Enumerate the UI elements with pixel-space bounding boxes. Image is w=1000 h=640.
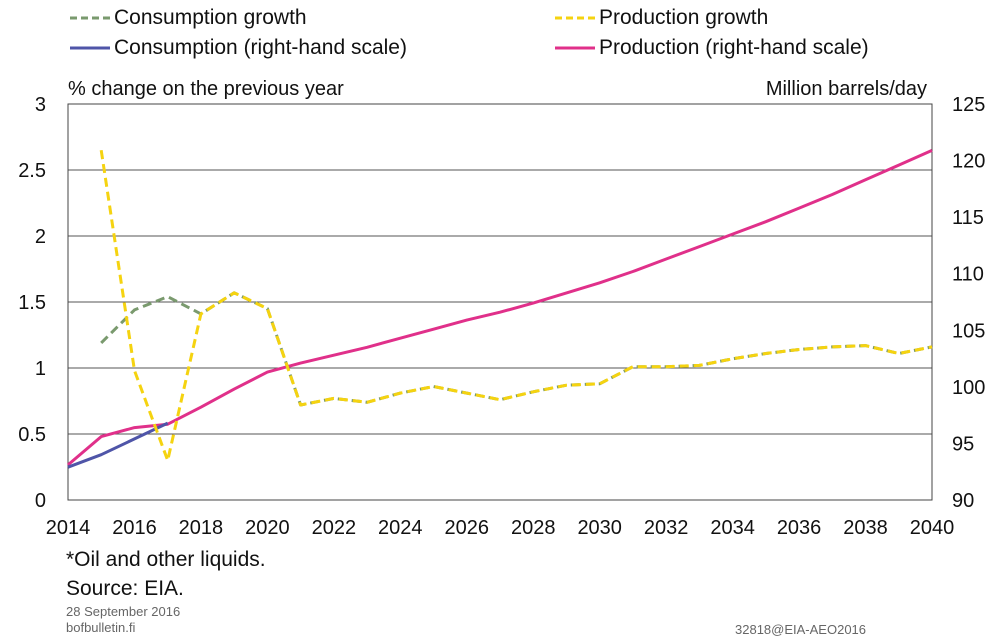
right-axis-tick-label: 115 <box>952 207 984 229</box>
footnote: *Oil and other liquids. <box>66 548 266 571</box>
legend-label: Consumption (right-hand scale) <box>114 36 407 59</box>
source-note: Source: EIA. <box>66 577 184 600</box>
x-axis-tick-label: 2026 <box>445 517 490 539</box>
legend-item-consumption-growth: Consumption growth <box>70 6 307 30</box>
right-axis-tick-label: 105 <box>952 320 985 342</box>
x-axis-tick-label: 2028 <box>511 517 556 539</box>
left-axis-tick-label: 0.5 <box>18 424 46 446</box>
chart-code: 32818@EIA-AEO2016 <box>735 622 867 637</box>
x-axis-tick-label: 2022 <box>312 517 357 539</box>
legend-label: Production (right-hand scale) <box>599 36 869 59</box>
legend-label: Production growth <box>599 6 769 29</box>
x-axis-tick-label: 2016 <box>112 517 157 539</box>
publication-date: 28 September 2016 <box>66 604 181 619</box>
series-line-consumption-right-hand-scale <box>67 421 169 469</box>
left-axis-tick-label: 1 <box>35 358 46 380</box>
x-axis-tick-label: 2024 <box>378 517 423 539</box>
left-axis-tick-label: 2.5 <box>18 160 46 182</box>
series-line-production-growth <box>99 149 933 462</box>
site-name: bofbulletin.fi <box>66 620 136 635</box>
legend-item-consumption: Consumption (right-hand scale) <box>70 36 407 60</box>
x-axis-tick-label: 2034 <box>710 517 755 539</box>
x-axis-tick-label: 2036 <box>777 517 822 539</box>
legend-swatch-solid-magenta <box>555 46 595 50</box>
x-axis-tick-label: 2018 <box>179 517 224 539</box>
left-axis-tick-label: 1.5 <box>18 292 46 314</box>
left-axis-title: % change on the previous year <box>68 78 344 100</box>
legend-swatch-dashed-yellow <box>555 16 595 20</box>
right-axis-tick-label: 125 <box>952 94 985 116</box>
right-axis-title: Million barrels/day <box>765 78 927 100</box>
legend-swatch-solid-blue <box>70 46 110 50</box>
right-axis-tick-label: 110 <box>952 264 984 286</box>
series-line-production-right-hand-scale <box>67 149 933 467</box>
x-axis-tick-label: 2014 <box>46 517 91 539</box>
legend-label: Consumption growth <box>114 6 307 29</box>
x-axis-tick-label: 2038 <box>843 517 888 539</box>
left-axis-tick-label: 2 <box>35 226 46 248</box>
plot-frame <box>67 103 933 501</box>
right-axis-tick-label: 95 <box>952 433 974 455</box>
legend-swatch-dashed-green <box>70 16 110 20</box>
x-axis-tick-label: 2030 <box>577 517 622 539</box>
right-axis-tick-label: 100 <box>952 377 985 399</box>
left-axis-tick-label: 3 <box>35 94 46 116</box>
right-axis-tick-label: 120 <box>952 151 985 173</box>
x-axis-tick-label: 2032 <box>644 517 689 539</box>
right-axis-tick-label: 90 <box>952 490 974 512</box>
legend-item-production: Production (right-hand scale) <box>555 36 869 60</box>
x-axis-tick-label: 2040 <box>910 517 955 539</box>
legend-item-production-growth: Production growth <box>555 6 768 30</box>
x-axis-tick-label: 2020 <box>245 517 290 539</box>
left-axis-tick-label: 0 <box>35 490 46 512</box>
